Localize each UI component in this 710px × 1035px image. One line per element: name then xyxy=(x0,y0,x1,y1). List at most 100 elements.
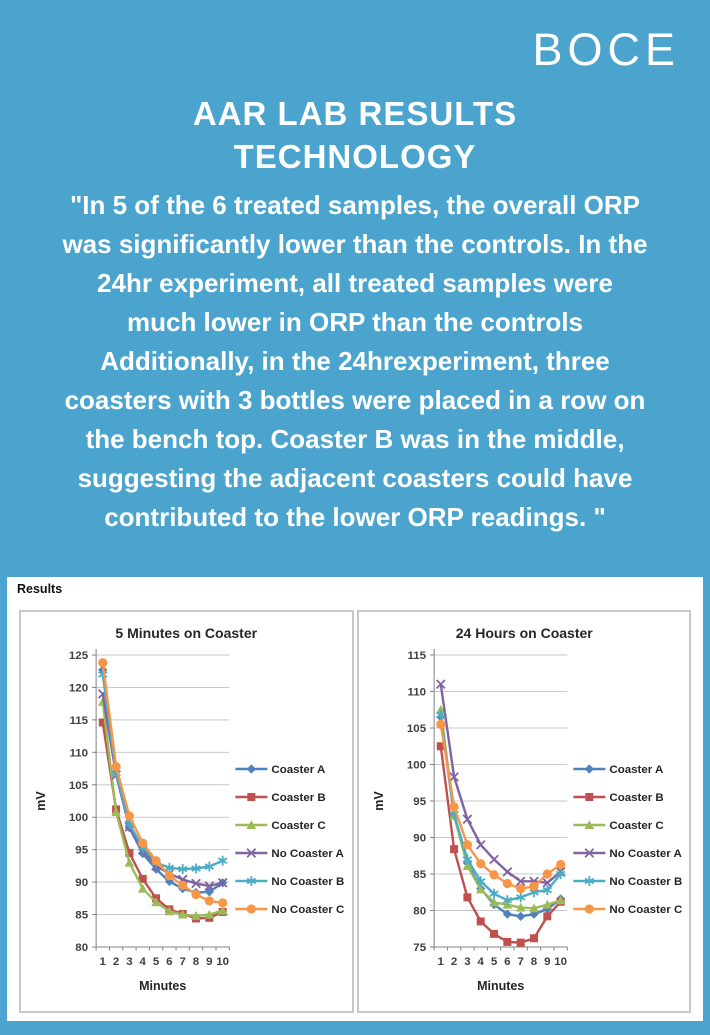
square-marker xyxy=(125,848,134,857)
square-marker xyxy=(476,917,485,926)
triangle-marker xyxy=(111,807,121,817)
diamond-marker xyxy=(246,764,256,774)
circle-marker xyxy=(124,811,135,821)
y-tick-label: 95 xyxy=(413,796,426,808)
brand-logo: BOCE xyxy=(532,24,680,75)
y-tick-label: 80 xyxy=(75,942,88,954)
charts-row: 5 Minutes on Coaster 80 85 90 95 100 105 110 115… xyxy=(19,610,691,1013)
asterisk-marker xyxy=(217,855,228,866)
legend-label: Coaster A xyxy=(271,764,325,776)
circle-marker xyxy=(555,859,565,870)
circle-marker xyxy=(448,802,459,812)
series-line xyxy=(439,724,561,890)
x-marker xyxy=(475,839,486,850)
circle-marker xyxy=(164,871,174,881)
series-line xyxy=(439,746,562,944)
y-tick-label: 85 xyxy=(75,910,88,922)
asterisk-marker xyxy=(488,888,499,899)
y-tick-label: 115 xyxy=(70,715,89,727)
y-tick-label: 90 xyxy=(413,833,426,845)
asterisk-marker xyxy=(204,861,215,872)
x-tick-label: 1 xyxy=(437,956,444,968)
circle-marker xyxy=(111,762,121,772)
y-tick-label: 125 xyxy=(69,650,89,662)
y-tick-label: 120 xyxy=(69,682,88,694)
triangle-marker xyxy=(528,903,539,913)
triangle-marker xyxy=(488,897,499,907)
square-marker xyxy=(516,938,525,947)
legend-label: No Coaster C xyxy=(271,904,344,916)
x-tick-label: 9 xyxy=(544,956,550,968)
x-tick-label: 7 xyxy=(179,956,185,968)
circle-marker xyxy=(435,719,445,729)
circle-marker xyxy=(515,884,525,894)
triangle-marker xyxy=(151,897,161,907)
legend-label: No Coaster B xyxy=(609,876,682,888)
triangle-marker xyxy=(124,857,135,867)
x-marker xyxy=(584,848,594,858)
triangle-marker xyxy=(177,909,188,919)
y-axis-label: mV xyxy=(34,791,48,811)
x-marker xyxy=(462,814,472,825)
square-marker xyxy=(138,874,147,883)
circle-marker xyxy=(246,904,256,914)
series-line xyxy=(439,714,562,902)
square-marker xyxy=(98,718,107,727)
triangle-marker xyxy=(542,899,552,909)
diamond-marker xyxy=(204,887,214,897)
series-line xyxy=(101,722,224,920)
triangle-marker xyxy=(164,906,175,916)
x-tick-label: 10 xyxy=(554,956,567,968)
x-tick-label: 6 xyxy=(504,956,510,968)
twenty-four-hours-chart: 24 Hours on Coaster758085909510010511011… xyxy=(372,625,682,993)
circle-marker xyxy=(98,658,108,668)
chart-box-5-minutes: 5 Minutes on Coaster 80 85 90 95 100 105 110 115… xyxy=(19,610,354,1013)
triangle-marker xyxy=(584,820,594,829)
x-tick-label: 7 xyxy=(517,956,523,968)
y-tick-label: 85 xyxy=(413,869,426,881)
y-axis-label: mV xyxy=(372,791,386,811)
asterisk-marker xyxy=(584,876,594,886)
x-marker xyxy=(448,772,459,782)
x-tick-label: 3 xyxy=(126,956,132,968)
asterisk-marker xyxy=(246,876,257,886)
x-tick-label: 5 xyxy=(153,956,160,968)
x-tick-label: 6 xyxy=(166,956,172,968)
circle-marker xyxy=(204,896,214,906)
series-line xyxy=(439,684,561,885)
x-marker xyxy=(246,848,257,858)
series-line xyxy=(101,674,224,871)
x-marker xyxy=(191,878,201,889)
triangle-marker xyxy=(515,902,526,912)
legend-label: No Coaster A xyxy=(271,848,343,860)
square-marker xyxy=(436,742,445,751)
chart-title: 5 Minutes on Coaster xyxy=(115,625,257,641)
y-tick-label: 105 xyxy=(69,780,89,792)
asterisk-marker xyxy=(462,854,472,865)
circle-marker xyxy=(191,889,201,900)
triangle-marker xyxy=(462,861,472,870)
y-tick-label: 90 xyxy=(75,877,88,889)
x-tick-label: 2 xyxy=(113,956,119,968)
asterisk-marker xyxy=(191,863,201,874)
x-tick-label: 4 xyxy=(140,956,147,968)
square-marker xyxy=(529,934,538,943)
square-marker xyxy=(502,937,511,946)
y-tick-label: 115 xyxy=(407,650,426,662)
asterisk-marker xyxy=(475,876,485,887)
page-title-line2: TECHNOLOGY xyxy=(233,138,477,175)
circle-marker xyxy=(488,870,499,880)
legend-label: Coaster C xyxy=(609,820,663,832)
triangle-marker xyxy=(137,883,148,893)
square-marker xyxy=(462,893,471,902)
triangle-marker xyxy=(435,704,446,714)
legend-label: Coaster C xyxy=(271,820,325,832)
y-tick-label: 110 xyxy=(407,687,426,699)
circle-marker xyxy=(151,856,161,866)
x-axis-label: Minutes xyxy=(139,979,186,993)
circle-marker xyxy=(138,838,148,848)
y-tick-label: 80 xyxy=(413,906,426,918)
legend-label: No Coaster A xyxy=(609,848,681,860)
series-line xyxy=(101,662,223,905)
x-tick-label: 9 xyxy=(206,956,212,968)
